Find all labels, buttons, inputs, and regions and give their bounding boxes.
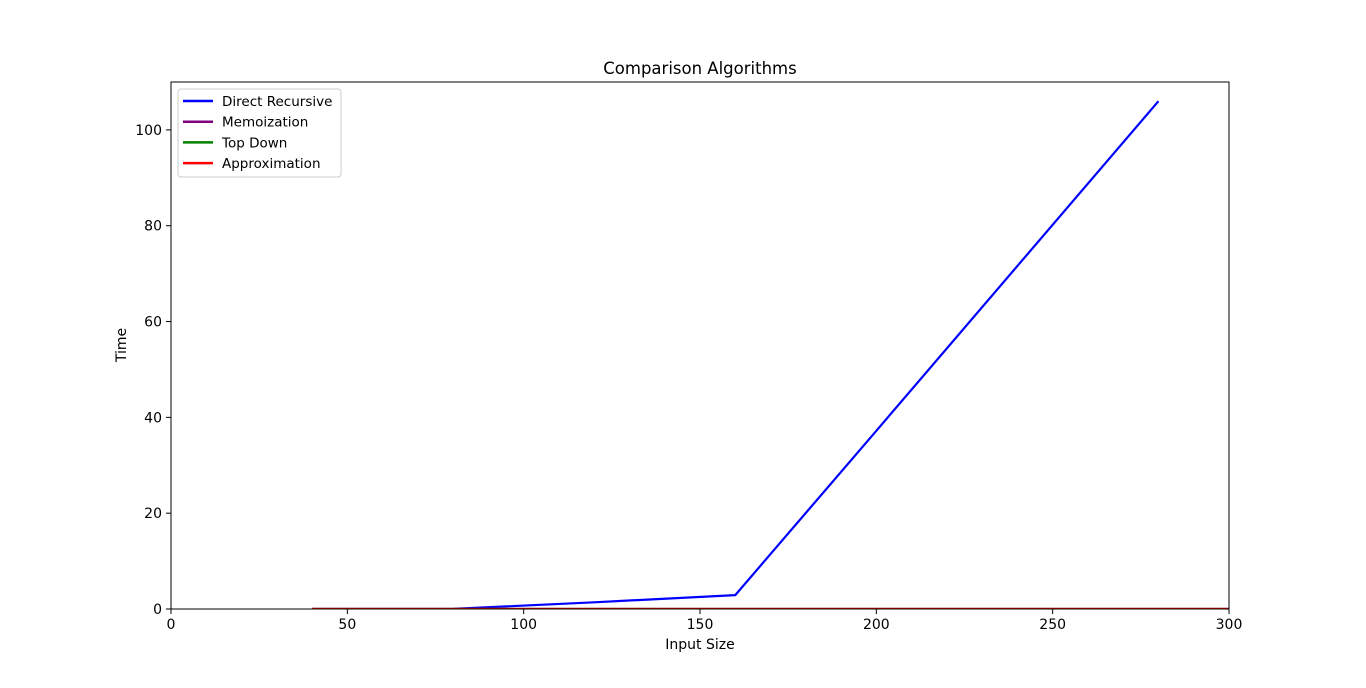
y-tick-label: 40	[144, 410, 162, 426]
x-tick-label: 200	[863, 617, 890, 633]
y-tick-label: 100	[135, 123, 162, 139]
chart-title: Comparison Algorithms	[603, 59, 796, 78]
y-tick-label: 60	[144, 315, 162, 331]
legend: Direct Recursive Memoization Top Down Appro…	[177, 88, 342, 178]
legend-label-top-down: Top Down	[221, 135, 287, 151]
legend-label-memoization: Memoization	[222, 115, 308, 131]
x-tick-label: 300	[1216, 617, 1243, 633]
legend-box	[177, 88, 342, 178]
y-tick-label: 0	[153, 602, 162, 618]
x-tick-label: 250	[1039, 617, 1066, 633]
y-axis-label: Time	[114, 328, 130, 363]
x-axis-label: Input Size	[665, 637, 734, 653]
x-tick-label: 0	[167, 617, 176, 633]
legend-label-direct-recursive: Direct Recursive	[222, 94, 332, 110]
x-tick-label: 50	[338, 617, 356, 633]
y-tick-label: 80	[144, 219, 162, 235]
x-tick-label: 100	[510, 617, 537, 633]
ticks-layer: 0 50 100 150 200 250 300 0 20 40 60 80 100	[135, 123, 1242, 633]
x-tick-label: 150	[687, 617, 714, 633]
legend-label-approximation: Approximation	[222, 156, 321, 172]
y-tick-label: 20	[144, 506, 162, 522]
plot-frame	[170, 81, 1230, 610]
